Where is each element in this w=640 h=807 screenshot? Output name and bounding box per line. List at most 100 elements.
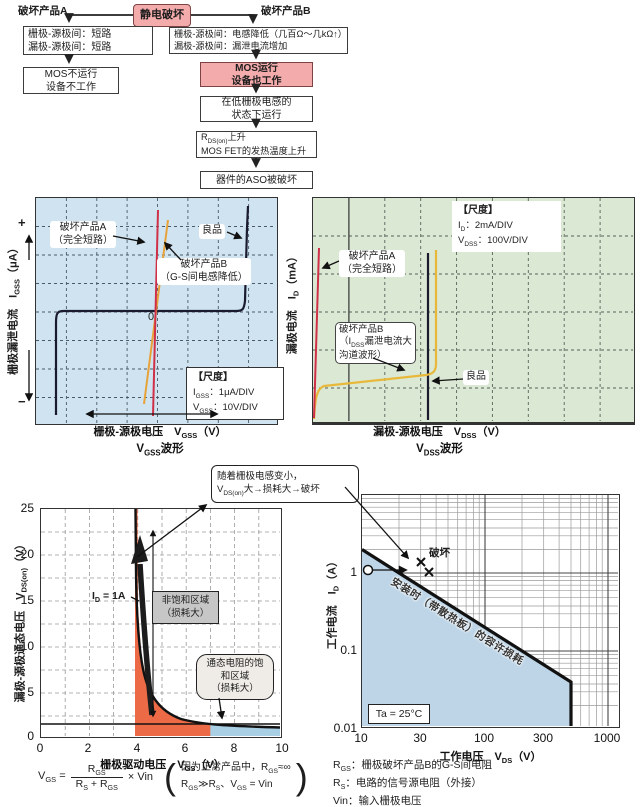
vdson-sat-label-box: 通态电阻的饱 和区域 （损耗大） — [196, 654, 274, 700]
a2-line2: 设备不工作 — [46, 81, 96, 93]
soa-xtick-10: 10 — [354, 731, 368, 745]
vdson-unsaturated-region — [135, 509, 211, 736]
dss-label-b-line2: （IDSS漏泄电流大 — [339, 335, 412, 349]
gss-y-plus-sign: + — [18, 215, 26, 230]
gss-scale-line2: VGSS：10V/DIV — [193, 401, 258, 415]
sat-line3: （损耗大） — [211, 683, 259, 695]
formula-note-line2: RGS≫RS、VGS = Vin — [181, 779, 273, 793]
dss-trace-product-a — [313, 247, 320, 419]
callout-line1: 随着栅极电感变小， — [217, 471, 303, 482]
gss-waveform-label: VGSS波形 — [136, 443, 184, 458]
legend-rgs-term: RGS： — [333, 759, 362, 774]
formula-numerator: RGS — [87, 762, 106, 777]
soa-major-grid — [362, 495, 618, 726]
flowchart-trigger-box: 静电破坏 — [133, 4, 191, 27]
soa-power-limit-line — [362, 548, 573, 726]
dss-waveform-label: VDSS波形 — [416, 443, 463, 458]
trigger-text: 静电破坏 — [140, 9, 184, 22]
soa-xtick-100: 100 — [473, 731, 495, 745]
formula-denominator: RS + RGS — [70, 776, 123, 792]
formula-note: 因为正常产品中，RGS≈∞ RGS≫RS、VGS = Vin — [181, 760, 291, 794]
symbol-legend: RGS：栅极破坏产品B的G-S间电阻 RS：电路的信号源电阻（外接） Vin：输… — [333, 757, 492, 807]
sat-line1: 通态电阻的饱 — [206, 658, 264, 670]
flowchart-box-b5: 器件的ASO被破坏 — [200, 171, 313, 189]
gate-inductance-callout: 随着栅极电感变小， VDS(on)大→损耗大→破坏 — [211, 465, 359, 504]
soa-xtick-1000: 1000 — [593, 731, 621, 745]
soa-destroy-label: 破坏 — [429, 547, 450, 559]
legend-row-vin: Vin：输入栅极电压 — [333, 793, 492, 807]
vdson-xtick-4: 4 — [133, 741, 141, 755]
b2-line1: MOS运行 — [235, 62, 278, 74]
dss-good-text: 良品 — [466, 371, 486, 382]
legend-rgs-desc: 栅极破坏产品B的G-S间电阻 — [361, 759, 493, 771]
vdson-xtick-6: 6 — [181, 741, 189, 755]
b3-line2: 状态下运行 — [231, 110, 282, 121]
gss-label-good: 良品 — [199, 224, 225, 239]
legend-rs-desc: 电路的信号源电阻（外接） — [355, 777, 482, 790]
soa-plot-svg — [362, 495, 618, 726]
vdson-unsat-label-box: 非饱和区域 （损耗大） — [152, 591, 219, 624]
dss-label-a-line2: （完全短路） — [342, 263, 402, 275]
vdson-big-arrow-head — [131, 535, 148, 564]
dss-plot-svg — [313, 198, 633, 421]
b4-line1: RDS(on)上升 — [201, 131, 246, 145]
gss-plot-svg — [36, 198, 276, 423]
b4-line2: MOS FET的发热温度上升 — [201, 145, 307, 156]
vdson-x-axis-label: 栅极驱动电压 VGS（V） — [100, 759, 225, 774]
gss-scale-line1: IGSS：1μA/DIV — [193, 386, 255, 400]
dss-scale-title: 【尺度】 — [458, 205, 498, 216]
gss-scale-title: 【尺度】 — [193, 372, 233, 383]
dss-label-b-line1: 破坏产品B — [339, 324, 384, 335]
vdson-y-axis-label: 漏极-源极通态电压 VDS(on)（V） — [14, 538, 29, 703]
soa-x-axis-label: 工作电压 VDS（V） — [439, 751, 542, 766]
dss-label-b-line3: 沟道波形） — [339, 349, 387, 361]
soa-xtick-300: 300 — [532, 731, 554, 745]
soa-allowed-region — [362, 549, 571, 726]
dss-label-product-b: 破坏产品B （IDSS漏泄电流大 沟道波形） — [335, 322, 416, 364]
formula-times-vin: × Vin — [127, 771, 154, 784]
soa-operating-point — [362, 564, 374, 576]
unsat-line1: 非饱和区域 — [161, 595, 210, 607]
gss-x-axis-label: 栅极-源极电压 VGSS（V） — [93, 426, 227, 441]
vdson-xtick-8: 8 — [230, 741, 238, 755]
legend-rs-term: RS： — [333, 777, 356, 792]
dss-label-product-a: 破坏产品A （完全短路） — [339, 250, 405, 277]
vdson-xtick-10: 10 — [275, 741, 289, 755]
a1-line2: 漏极-源极间：短路 — [28, 41, 112, 53]
flowchart-box-b1: 栅极-源极间：电感降低（几百Ω～几kΩ↑） 漏极-源极间：漏泄电流增加 — [169, 27, 348, 54]
vdson-xtick-2: 2 — [84, 741, 92, 755]
vdson-xtick-0: 0 — [36, 741, 44, 755]
a2-line1: MOS不运行 — [44, 68, 98, 80]
gss-label-b-line2: （G-S间电感降低） — [160, 271, 248, 283]
unsat-line2: （损耗大） — [161, 607, 210, 619]
legend-row-rgs: RGS：栅极破坏产品B的G-S间电阻 — [333, 757, 492, 775]
vdson-ytick-15: 15 — [20, 593, 34, 607]
gss-y-minus-sign: − — [18, 394, 26, 409]
gss-label-product-b: 破坏产品B （G-S间电感降低） — [157, 258, 251, 285]
formula-paren-open: ( — [164, 755, 177, 797]
legend-vin-desc: 输入栅极电压 — [358, 795, 422, 807]
branch-b-label: 破坏产品B — [261, 5, 311, 17]
vdson-ytick-5: 5 — [27, 685, 34, 699]
vdson-ytick-25: 25 — [20, 501, 34, 515]
dss-x-axis-label: 漏极-源极电压 VDSS（V） — [373, 426, 506, 441]
gss-y-axis-label: 栅极漏泄电流 IGSS（μA） — [7, 242, 22, 375]
soa-ytick-0_01: 0.01 — [333, 721, 357, 735]
vgs-formula: VGS = RGS RS + RGS × Vin ( 因为正常产品中，RGS≈∞… — [38, 755, 308, 797]
b3-line1: 在低栅极电感的 — [221, 97, 292, 108]
formula-lhs: VGS = — [38, 770, 66, 785]
gss-label-a-line2: （完全短路） — [53, 234, 113, 246]
vdson-plot-svg — [41, 509, 280, 736]
soa-failure-x-marks — [416, 557, 434, 577]
dss-label-good: 良品 — [463, 370, 489, 385]
dss-scale-line2: VDSS：100V/DIV — [458, 234, 528, 248]
formula-fraction: RGS RS + RGS — [70, 762, 123, 792]
flowchart-box-b2: MOS运行 设备也工作 — [200, 62, 313, 87]
gss-zero-label: 0 — [148, 311, 155, 323]
soa-plot — [361, 494, 620, 728]
soa-ta-text: Ta = 25°C — [375, 708, 423, 720]
b2-line2: 设备也工作 — [231, 75, 282, 87]
vdson-ytick-0: 0 — [27, 729, 34, 743]
dss-scale-box: 【尺度】 ID：2mA/DIV VDSS：100V/DIV — [452, 201, 561, 252]
soa-ta-box: Ta = 25°C — [368, 704, 430, 724]
